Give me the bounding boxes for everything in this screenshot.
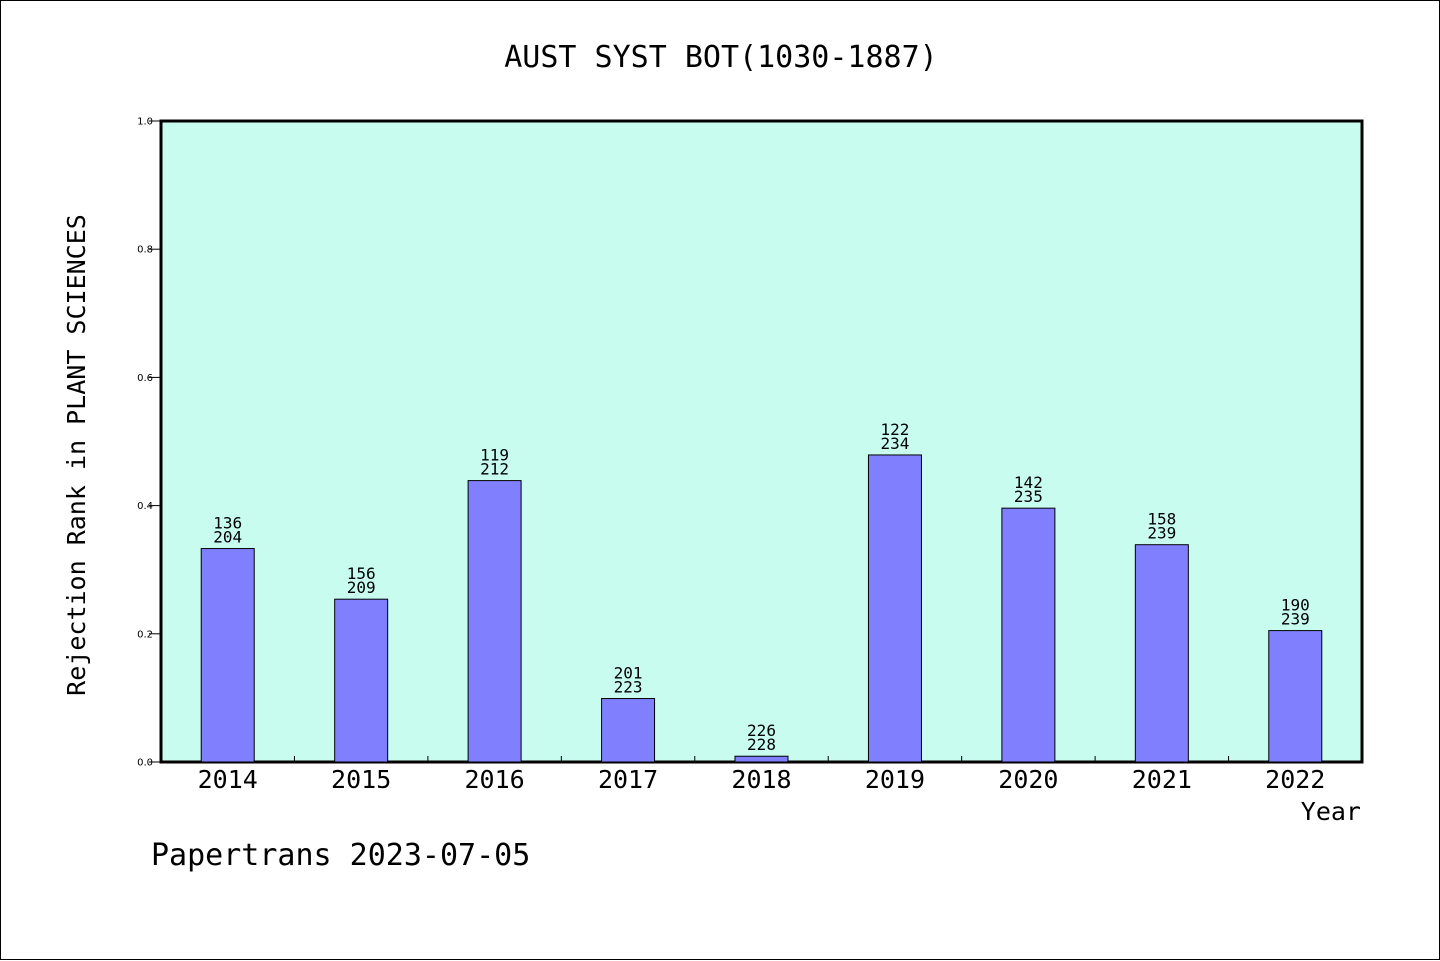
y-tick-label: 0.8 <box>137 245 153 256</box>
bar-rank-label: 119 <box>480 446 509 465</box>
bar-rank-label: 142 <box>1014 473 1043 492</box>
bar-rank-label: 156 <box>347 564 376 583</box>
bar <box>1268 630 1323 763</box>
bar-rank-label: 190 <box>1281 596 1310 615</box>
y-tick-label: 0.6 <box>137 373 153 384</box>
bar <box>734 755 789 763</box>
x-tick-label: 2015 <box>331 765 391 794</box>
bar <box>200 548 255 763</box>
bar-rank-label: 226 <box>747 721 776 740</box>
bar <box>601 698 656 763</box>
y-tick-label: 1.0 <box>137 117 153 128</box>
x-tick-label: 2017 <box>598 765 658 794</box>
bar-rank-label: 136 <box>213 514 242 533</box>
x-tick-label: 2021 <box>1132 765 1192 794</box>
bar-total-label: 234 <box>880 434 909 453</box>
bar-total-label: 235 <box>1014 487 1043 506</box>
bar-total-label: 223 <box>614 678 643 697</box>
bar <box>1134 544 1189 763</box>
chart-title: AUST SYST BOT(1030-1887) <box>504 40 937 75</box>
bar-total-label: 228 <box>747 735 776 754</box>
y-axis: 0.0 0.2 0.4 0.6 0.8 1.0 <box>137 117 161 769</box>
bar-total-label: 239 <box>1147 524 1176 543</box>
bar-rank-label: 158 <box>1147 510 1176 529</box>
y-tick-label: 0.2 <box>137 629 153 640</box>
bar-total-label: 212 <box>480 460 509 479</box>
bar <box>334 598 389 763</box>
x-axis-label: Year <box>1301 797 1361 826</box>
x-tick-label: 2018 <box>731 765 791 794</box>
bar-total-label: 239 <box>1281 610 1310 629</box>
bar-total-label: 204 <box>213 528 242 547</box>
bar <box>867 454 922 763</box>
x-axis: 2014 2015 2016 2017 2018 2019 2020 2021 2022 <box>198 756 1325 794</box>
bar <box>467 480 522 763</box>
x-tick-label: 2014 <box>198 765 258 794</box>
y-axis-label: Rejection Rank in PLANT SCIENCES <box>62 214 91 696</box>
bar <box>1001 507 1056 763</box>
x-tick-label: 2020 <box>998 765 1058 794</box>
x-tick-label: 2022 <box>1265 765 1325 794</box>
footer-credit: Papertrans 2023-07-05 <box>151 838 530 873</box>
x-tick-label: 2016 <box>465 765 525 794</box>
bars-group: 1362041562091192122012232262281222341422… <box>200 420 1323 763</box>
bar-rank-label: 122 <box>880 420 909 439</box>
y-tick-label: 0.0 <box>137 758 153 769</box>
bar-rank-label: 201 <box>614 664 643 683</box>
bar-total-label: 209 <box>347 578 376 597</box>
x-tick-label: 2019 <box>865 765 925 794</box>
y-tick-label: 0.4 <box>137 501 153 512</box>
